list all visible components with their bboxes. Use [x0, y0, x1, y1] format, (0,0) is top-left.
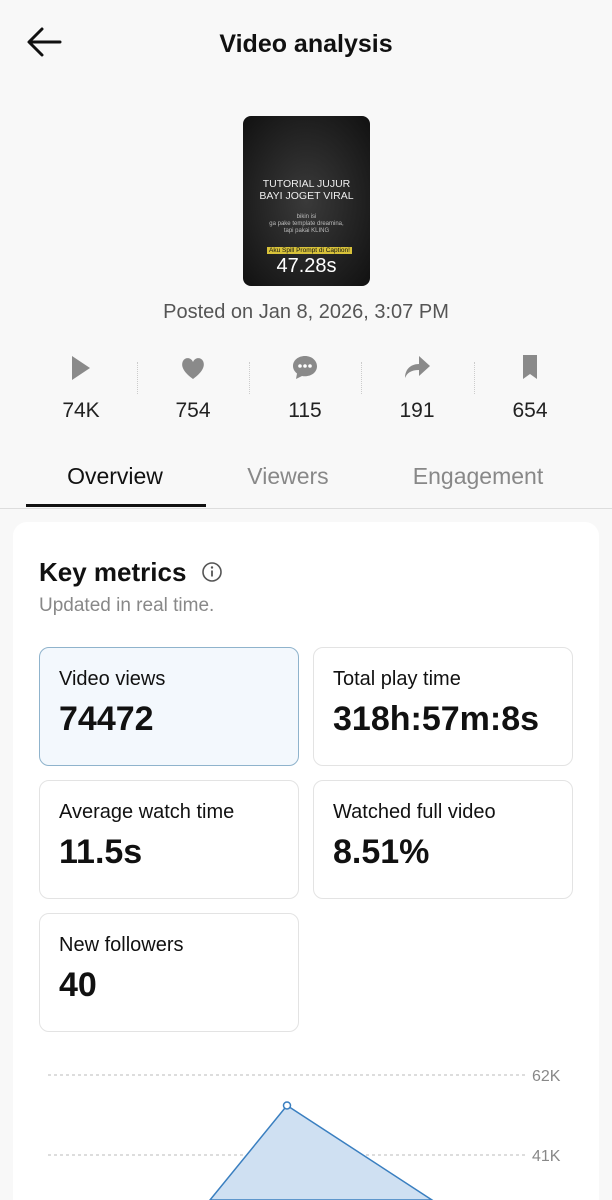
section-title: Key metrics: [39, 557, 187, 587]
stat-icon: [293, 356, 317, 379]
views-chart: 62K 41K: [48, 1068, 561, 1200]
tab[interactable]: Engagement: [412, 463, 544, 489]
tab-indicator: [26, 504, 206, 507]
metric-value: 11.5s: [59, 833, 143, 871]
stat-separator: [137, 362, 138, 394]
stat-value: 754: [175, 399, 211, 422]
metric-card[interactable]: Average watch time 11.5s: [39, 780, 299, 899]
metric-card[interactable]: Total play time 318h:57m:8s: [313, 647, 573, 766]
stat-separator: [473, 362, 475, 394]
stat-value: 74K: [62, 399, 100, 422]
stat-icon: [405, 356, 430, 378]
page-title: Video analysis: [219, 30, 393, 58]
stat-icon: [72, 356, 90, 380]
metric-label: Video views: [59, 668, 166, 690]
metric-value: 40: [59, 966, 97, 1004]
data-point: [282, 1101, 292, 1110]
stat-separator: [361, 362, 362, 394]
section-subtitle: Updated in real time.: [39, 595, 215, 616]
tab[interactable]: Overview: [67, 463, 163, 489]
stat-separator: [249, 362, 250, 394]
thumb-caption: tapi pakai KLING: [283, 228, 330, 234]
stat-value: 115: [288, 399, 322, 422]
divider: [0, 508, 612, 509]
stat-icon: [182, 358, 204, 379]
thumb-caption: bikin isi: [296, 214, 317, 220]
y-tick-label: 41K: [532, 1148, 561, 1165]
y-tick-label: 62K: [532, 1068, 561, 1085]
metric-card[interactable]: Video views 74472: [39, 647, 299, 766]
tab[interactable]: Viewers: [247, 463, 329, 489]
thumb-banner: Aku Spill Prompt di Caption!: [267, 247, 352, 254]
metric-label: Total play time: [333, 668, 461, 690]
metric-label: New followers: [59, 934, 184, 956]
metric-label: Watched full video: [333, 801, 496, 823]
metric-label: Average watch time: [59, 801, 235, 823]
thumb-title-1: TUTORIAL JUJUR: [262, 178, 351, 190]
thumb-caption: ga pake template dreamina,: [269, 221, 344, 227]
posted-date: Posted on Jan 8, 2026, 3:07 PM: [163, 301, 449, 323]
metric-card[interactable]: Watched full video 8.51%: [313, 780, 573, 899]
stat-value: 191: [399, 399, 435, 422]
duration: 47.28s: [276, 255, 337, 277]
metric-value: 318h:57m:8s: [333, 700, 540, 738]
thumbnail[interactable]: TUTORIAL JUJUR BAYI JOGET VIRAL bikin is…: [243, 116, 370, 286]
stat-icon: [523, 355, 537, 379]
back-button[interactable]: [26, 26, 62, 58]
stat-value: 654: [512, 399, 548, 422]
key-metrics-card: Key metrics Updated in real time. Video …: [13, 522, 599, 1200]
info-icon[interactable]: [201, 561, 223, 583]
area: [209, 1104, 434, 1200]
metric-card[interactable]: New followers 40: [39, 913, 299, 1032]
metric-value: 74472: [59, 700, 154, 738]
metric-value: 8.51%: [333, 833, 430, 871]
thumb-title-2: BAYI JOGET VIRAL: [259, 190, 354, 202]
